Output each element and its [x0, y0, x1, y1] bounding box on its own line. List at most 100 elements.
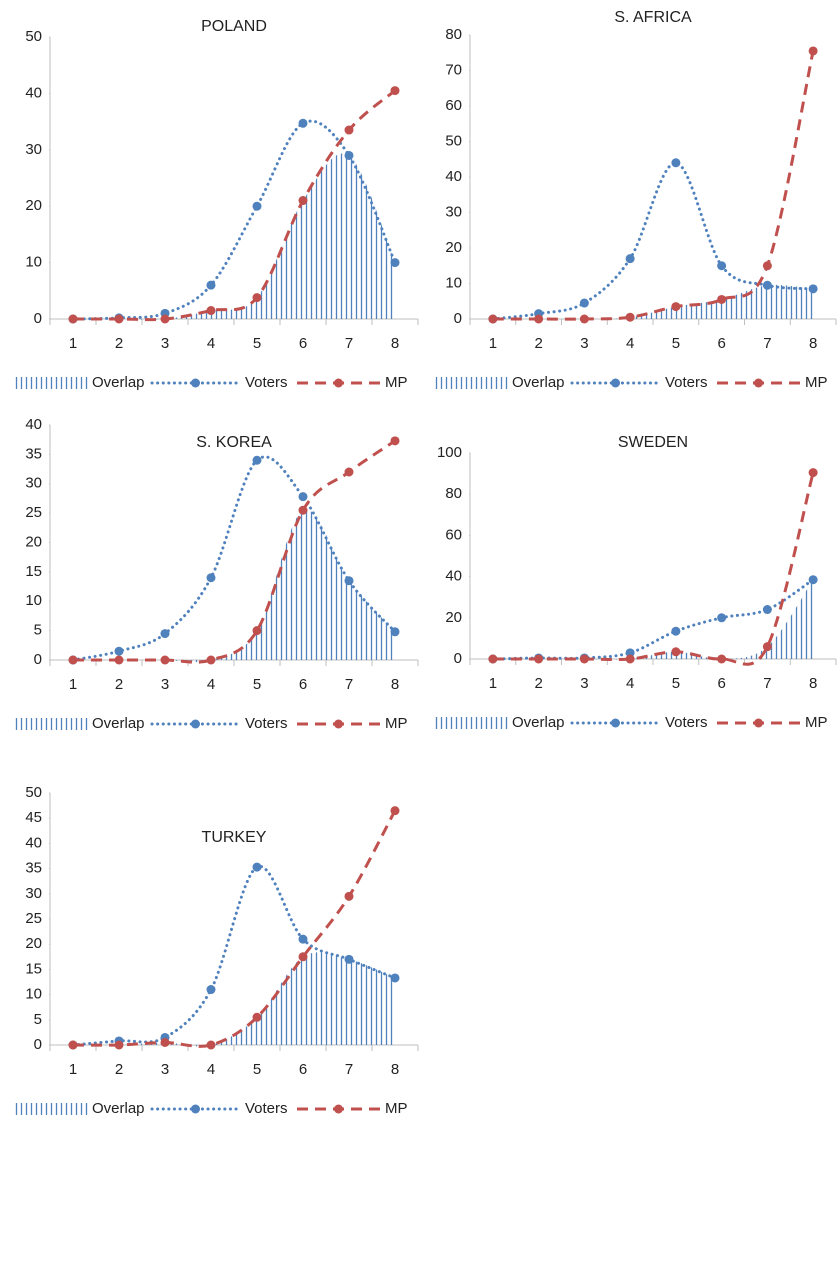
y-tick-label: 50: [445, 132, 462, 149]
point: [717, 261, 727, 271]
point: [390, 627, 400, 637]
point: [206, 655, 216, 665]
y-tick-label: 20: [445, 609, 462, 626]
point: [390, 86, 400, 96]
point: [808, 284, 818, 294]
legend-marker: [191, 1104, 200, 1114]
point: [717, 613, 727, 623]
legend-marker: [334, 378, 343, 388]
point: [344, 576, 354, 586]
x-tick-label: 3: [161, 676, 169, 693]
point: [344, 150, 354, 160]
y-tick-label: 0: [454, 310, 462, 327]
y-tick-label: 80: [445, 485, 462, 502]
point: [206, 306, 216, 316]
x-tick-label: 8: [809, 335, 817, 352]
legend-label: Voters: [245, 374, 288, 391]
overlap-area: [492, 579, 814, 660]
point: [717, 294, 727, 304]
series-line: [492, 472, 815, 666]
point: [625, 654, 635, 664]
x-tick-label: 3: [580, 675, 588, 692]
y-tick-label: 30: [25, 141, 42, 158]
x-tick-label: 5: [253, 676, 261, 693]
y-tick-label: 5: [34, 1011, 42, 1028]
y-tick-label: 50: [25, 28, 42, 45]
x-tick-label: 1: [489, 335, 497, 352]
legend-marker: [754, 718, 763, 728]
point: [390, 806, 400, 816]
point: [390, 258, 400, 268]
legend-label: Voters: [245, 1100, 288, 1117]
legend-marker: [191, 719, 200, 729]
point: [252, 626, 262, 636]
legend-swatch: [15, 718, 88, 730]
point: [252, 293, 262, 303]
y-tick-label: 100: [437, 444, 462, 461]
series-line: [71, 865, 397, 1047]
legend-swatch: [15, 1103, 88, 1115]
y-tick-label: 0: [34, 1036, 42, 1053]
point: [808, 468, 818, 478]
point: [762, 605, 772, 615]
legend-label: MP: [385, 374, 408, 391]
y-tick-label: 40: [25, 834, 42, 851]
y-tick-label: 10: [25, 254, 42, 271]
x-tick-label: 8: [809, 675, 817, 692]
y-tick-label: 50: [25, 784, 42, 801]
point: [534, 654, 544, 664]
y-tick-label: 0: [34, 310, 42, 327]
point: [114, 655, 124, 665]
point: [390, 436, 400, 446]
y-tick-label: 20: [445, 239, 462, 256]
point: [671, 647, 681, 657]
point: [808, 575, 818, 585]
series-line: [71, 119, 397, 321]
point: [114, 646, 124, 656]
y-tick-label: 20: [25, 533, 42, 550]
x-tick-label: 6: [299, 676, 307, 693]
point: [762, 642, 772, 652]
x-tick-label: 7: [345, 676, 353, 693]
legend-marker: [334, 719, 343, 729]
y-tick-label: 10: [25, 986, 42, 1003]
x-tick-label: 7: [345, 1061, 353, 1078]
x-tick-label: 1: [69, 676, 77, 693]
point: [114, 314, 124, 324]
point: [762, 261, 772, 271]
point: [298, 118, 308, 128]
legend-label: Overlap: [512, 714, 565, 731]
y-tick-label: 30: [445, 203, 462, 220]
point: [344, 891, 354, 901]
point: [390, 973, 400, 983]
y-tick-label: 60: [445, 526, 462, 543]
x-tick-label: 4: [207, 676, 215, 693]
y-tick-label: 35: [25, 445, 42, 462]
point: [252, 455, 262, 465]
legend-swatch: [435, 717, 508, 729]
chart-title: SWEDEN: [618, 434, 688, 451]
point: [206, 573, 216, 583]
x-tick-label: 3: [161, 335, 169, 352]
point: [625, 648, 635, 658]
overlap-area: [73, 952, 395, 1047]
x-tick-label: 2: [534, 335, 542, 352]
series-line: [71, 455, 397, 662]
point: [160, 655, 170, 665]
point: [114, 1040, 124, 1050]
y-tick-label: 25: [25, 504, 42, 521]
point: [579, 298, 589, 308]
point: [68, 314, 78, 324]
y-tick-label: 30: [25, 885, 42, 902]
y-tick-label: 40: [445, 568, 462, 585]
point: [344, 467, 354, 477]
point: [68, 1040, 78, 1050]
legend-label: MP: [805, 374, 828, 391]
y-tick-label: 45: [25, 809, 42, 826]
x-tick-label: 2: [115, 335, 123, 352]
x-tick-label: 3: [580, 335, 588, 352]
point: [488, 654, 498, 664]
legend-marker: [754, 378, 763, 388]
x-tick-label: 5: [253, 335, 261, 352]
y-tick-label: 40: [25, 84, 42, 101]
